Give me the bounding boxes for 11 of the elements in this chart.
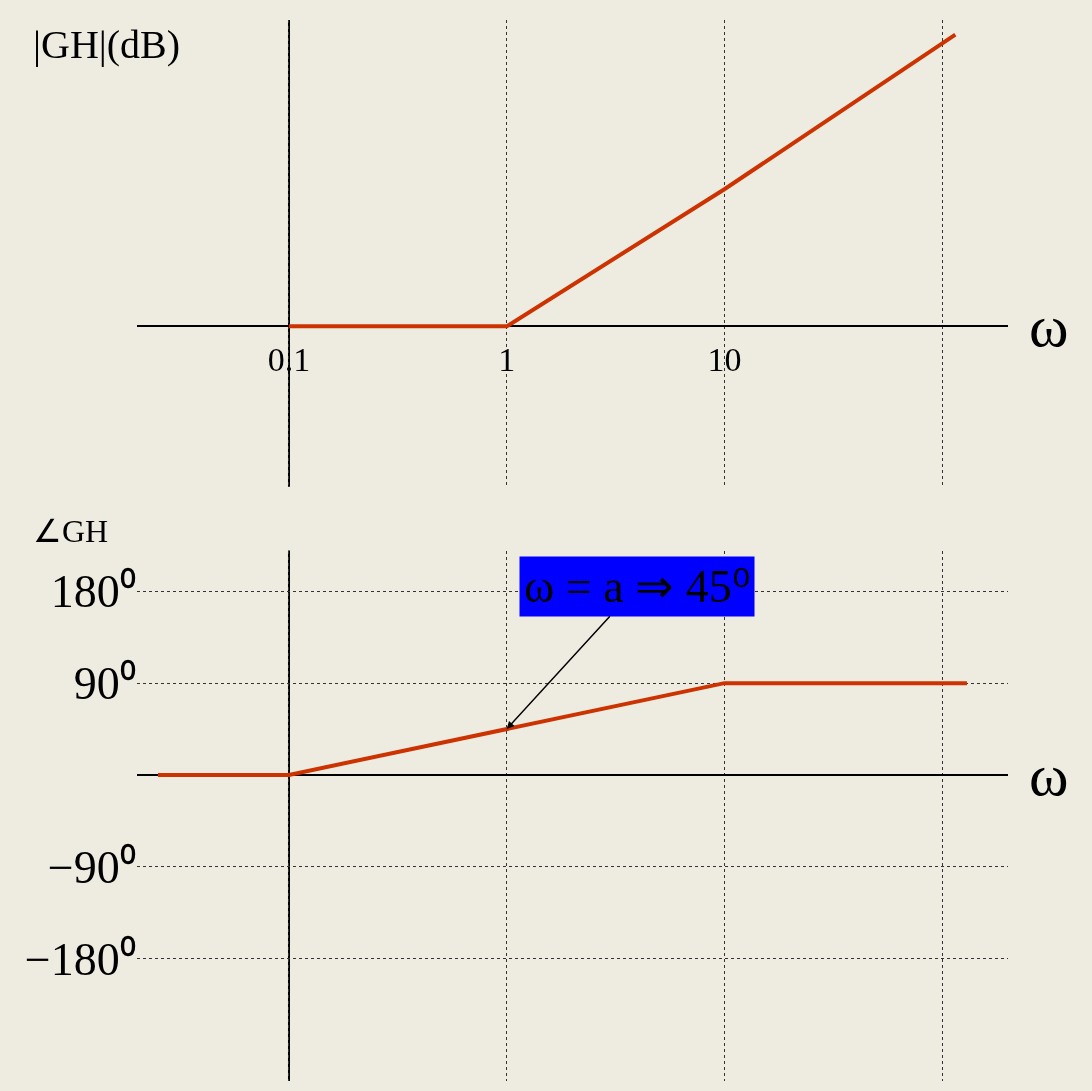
y-axis-title: ∠GH — [33, 513, 109, 549]
y-axis-title: |GH|(dB) — [33, 22, 181, 67]
y-tick-label: 180⁰ — [50, 566, 136, 618]
x-tick-label: 10 — [707, 341, 742, 379]
y-tick-label: 90⁰ — [73, 658, 136, 710]
x-tick-label: 1 — [498, 341, 516, 379]
annotation: ω = a ⇒ 45⁰ — [524, 561, 750, 612]
x-axis-title: ω — [1029, 742, 1069, 808]
y-tick-label: −180⁰ — [24, 933, 136, 985]
y-tick-label: −90⁰ — [47, 841, 136, 893]
x-axis-title: ω — [1029, 293, 1069, 359]
